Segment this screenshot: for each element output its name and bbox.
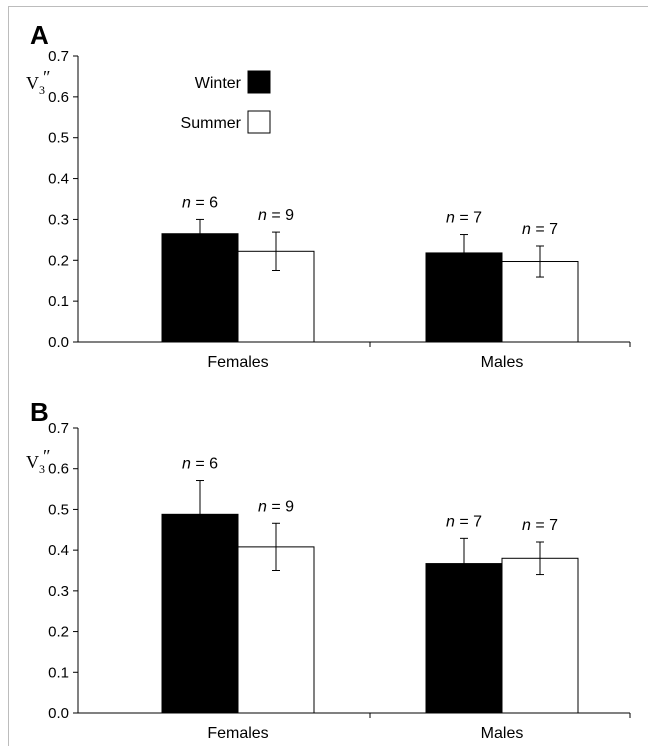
y-tick-label: 0.4 xyxy=(48,171,69,188)
y-tick-label: 0.7 xyxy=(48,420,69,437)
bar-winter-females xyxy=(161,233,239,343)
category-label-males: Males xyxy=(481,725,524,742)
y-tick-label: 0.1 xyxy=(48,293,69,310)
y-tick-label: 0.6 xyxy=(48,461,69,478)
y-tick-label: 0.4 xyxy=(48,542,69,559)
y-tick-label: 0.3 xyxy=(48,211,69,228)
legend-swatch-winter xyxy=(247,70,271,94)
panel-letter: A xyxy=(30,20,49,50)
y-tick-label: 0.2 xyxy=(48,252,69,269)
y-tick-label: 0.0 xyxy=(48,705,69,722)
y-tick-label: 0.3 xyxy=(48,583,69,600)
legend-label-summer: Summer xyxy=(181,115,242,132)
panel-letter: B xyxy=(30,397,49,427)
bar-summer-males xyxy=(501,557,579,714)
legend-swatch-summer xyxy=(247,110,271,134)
y-axis-label: V3″ xyxy=(26,67,51,97)
n-label: n = 6 xyxy=(182,456,218,473)
y-tick-label: 0.6 xyxy=(48,89,69,106)
figure-frame xyxy=(8,6,648,746)
legend-label-winter: Winter xyxy=(195,75,242,92)
category-label-males: Males xyxy=(481,354,524,371)
y-tick-label: 0.5 xyxy=(48,130,69,147)
y-tick-label: 0.2 xyxy=(48,624,69,641)
panel-b: B V3″ 0.0 0.1 0.2 0.3 0.4 0.5 0.6 0.7 Females Males… xyxy=(26,397,631,742)
panel-a: A V3″ 0.0 0.1 0.2 0.3 0.4 0.5 0.6 0.7 Females Males… xyxy=(26,20,631,371)
y-tick-label: 0.1 xyxy=(48,664,69,681)
n-label: n = 7 xyxy=(522,517,558,534)
n-label: n = 9 xyxy=(258,207,294,224)
y-axis-label: V3″ xyxy=(26,446,51,476)
n-label: n = 6 xyxy=(182,194,218,211)
n-label: n = 7 xyxy=(446,210,482,227)
bar-summer-females xyxy=(237,546,315,714)
n-label: n = 7 xyxy=(522,221,558,238)
category-label-females: Females xyxy=(207,725,268,742)
y-tick-label: 0.5 xyxy=(48,501,69,518)
y-tick-label: 0.0 xyxy=(48,334,69,351)
y-tick-label: 0.7 xyxy=(48,48,69,65)
n-label: n = 7 xyxy=(446,513,482,530)
n-label: n = 9 xyxy=(258,498,294,515)
category-label-females: Females xyxy=(207,354,268,371)
